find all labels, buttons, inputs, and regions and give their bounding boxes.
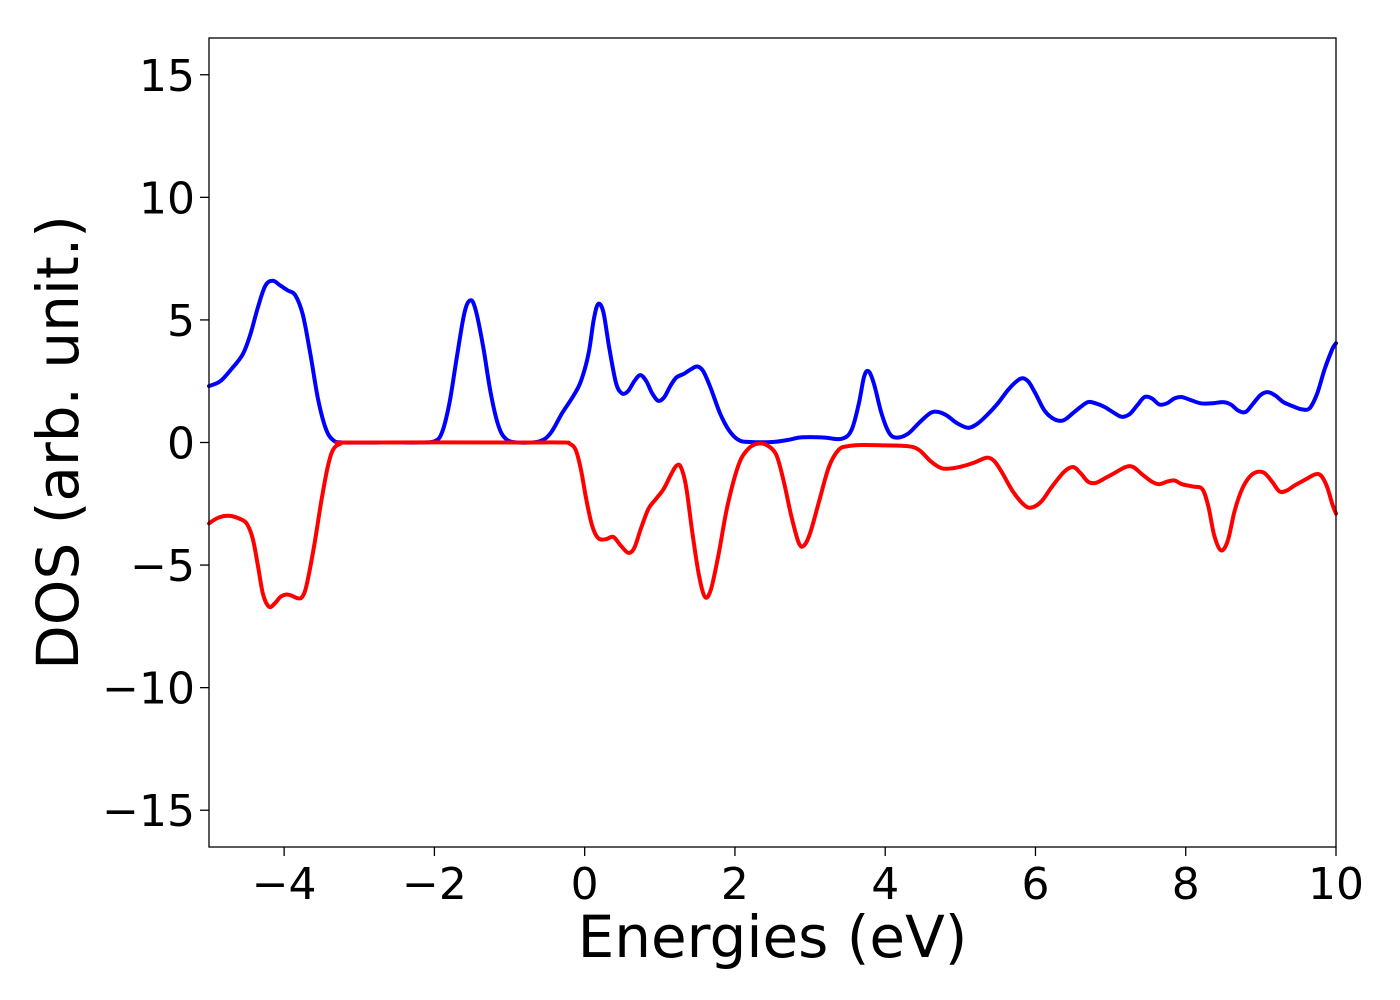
x-tick-label: 10	[1308, 859, 1364, 910]
x-axis-label: Energies (eV)	[578, 903, 968, 971]
y-axis-label: DOS (arb. unit.)	[24, 215, 92, 670]
y-tick-label: 10	[139, 173, 195, 224]
y-tick-label: −5	[130, 541, 195, 592]
y-tick-label: −15	[102, 786, 195, 837]
series-layer	[207, 278, 1338, 610]
x-tick-label: 0	[571, 859, 599, 910]
x-tick-label: 2	[721, 859, 749, 910]
x-tick-label: 8	[1172, 859, 1200, 910]
y-axis: 15 10 5 0 −5 −10 −15	[102, 51, 209, 837]
y-tick-label: 15	[139, 51, 195, 102]
x-tick-label: 4	[871, 859, 899, 910]
y-tick-label: 0	[167, 419, 195, 470]
x-tick-label: 6	[1021, 859, 1049, 910]
spin-down-series-line	[207, 440, 1338, 610]
x-tick-label: −2	[402, 859, 467, 910]
x-axis: −4 −2 0 2 4 6 8 10	[252, 847, 1364, 910]
spin-up-series-line	[207, 278, 1338, 445]
y-tick-label: 5	[167, 296, 195, 347]
x-tick-label: −4	[252, 859, 317, 910]
y-tick-label: −10	[102, 664, 195, 715]
